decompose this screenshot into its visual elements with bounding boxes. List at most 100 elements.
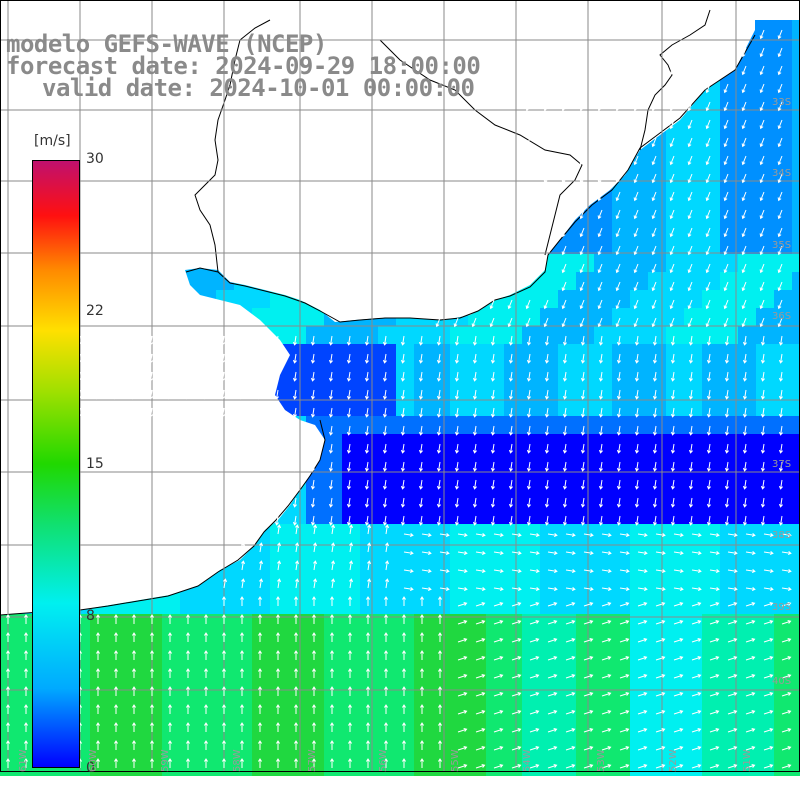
wind-arrow bbox=[331, 542, 336, 553]
wind-cell bbox=[360, 596, 378, 614]
wind-arrow bbox=[655, 763, 666, 769]
wind-arrow bbox=[525, 137, 531, 148]
wind-cell bbox=[252, 632, 270, 650]
wind-cell bbox=[504, 524, 522, 542]
wind-arrow bbox=[670, 515, 675, 526]
wind-arrow bbox=[310, 371, 315, 382]
wind-cell bbox=[540, 362, 558, 380]
wind-arrow bbox=[706, 353, 711, 364]
wind-cell bbox=[792, 164, 800, 182]
wind-arrow bbox=[561, 245, 567, 256]
wind-arrow bbox=[580, 335, 585, 346]
wind-arrow bbox=[383, 686, 389, 696]
wind-cell bbox=[126, 740, 144, 758]
wind-arrow bbox=[705, 83, 711, 94]
wind-cell bbox=[378, 344, 396, 362]
wind-cell bbox=[702, 560, 720, 578]
wind-arrow bbox=[401, 704, 407, 714]
wind-arrow bbox=[457, 619, 468, 625]
wind-cell bbox=[234, 704, 252, 722]
wind-arrow bbox=[583, 637, 594, 643]
wind-cell bbox=[468, 380, 486, 398]
wind-arrow bbox=[687, 65, 693, 76]
wind-arrow bbox=[652, 497, 657, 508]
wind-arrow bbox=[583, 551, 594, 556]
wind-arrow bbox=[202, 407, 207, 418]
wind-cell bbox=[720, 110, 738, 128]
wind-cell bbox=[468, 452, 486, 470]
wind-cell bbox=[486, 524, 504, 542]
wind-arrow bbox=[113, 704, 119, 714]
wind-arrow bbox=[95, 758, 101, 768]
wind-cell bbox=[576, 290, 594, 308]
wind-arrow bbox=[601, 619, 612, 625]
wind-cell bbox=[504, 362, 522, 380]
wind-cell bbox=[756, 650, 774, 668]
wind-arrow bbox=[655, 569, 666, 574]
wind-arrow bbox=[651, 47, 657, 58]
wind-cell bbox=[18, 632, 36, 650]
wind-cell bbox=[720, 740, 738, 758]
wind-arrow bbox=[493, 727, 504, 733]
wind-cell bbox=[108, 722, 126, 740]
wind-arrow bbox=[471, 299, 477, 310]
wind-arrow bbox=[579, 101, 585, 112]
wind-arrow bbox=[489, 299, 495, 310]
wind-arrow bbox=[310, 515, 315, 526]
wind-arrow bbox=[651, 173, 657, 184]
wind-cell bbox=[648, 164, 666, 182]
wind-cell bbox=[738, 200, 756, 218]
wind-cell bbox=[504, 452, 522, 470]
wind-arrow bbox=[777, 155, 783, 166]
wind-cell bbox=[774, 308, 792, 326]
wind-cell bbox=[792, 200, 800, 218]
wind-cell bbox=[774, 182, 792, 200]
wind-arrow bbox=[742, 461, 747, 472]
wind-arrow bbox=[633, 227, 639, 238]
wind-arrow bbox=[277, 578, 282, 589]
wind-arrow bbox=[275, 704, 281, 714]
wind-cell bbox=[612, 182, 630, 200]
wind-arrow bbox=[601, 745, 612, 751]
wind-arrow bbox=[727, 587, 738, 592]
wind-cell bbox=[378, 380, 396, 398]
wind-cell bbox=[792, 722, 800, 740]
wind-arrow bbox=[472, 353, 477, 364]
wind-arrow bbox=[562, 479, 567, 490]
wind-cell bbox=[576, 524, 594, 542]
wind-arrow bbox=[148, 353, 153, 364]
wind-cell bbox=[666, 578, 684, 596]
wind-cell bbox=[342, 488, 360, 506]
wind-arrow bbox=[112, 353, 117, 364]
wind-arrow bbox=[382, 461, 387, 472]
wind-cell bbox=[414, 488, 432, 506]
wind-arrow bbox=[167, 632, 173, 642]
wind-arrow bbox=[633, 317, 639, 328]
wind-cell bbox=[288, 668, 306, 686]
wind-arrow bbox=[5, 686, 11, 696]
wind-cell bbox=[432, 560, 450, 578]
wind-arrow bbox=[745, 637, 756, 643]
wind-cell bbox=[378, 488, 396, 506]
wind-cell bbox=[522, 380, 540, 398]
wind-cell bbox=[540, 704, 558, 722]
wind-arrow bbox=[493, 587, 504, 592]
wind-arrow bbox=[579, 47, 585, 58]
wind-cell bbox=[504, 632, 522, 650]
wind-cell bbox=[702, 254, 720, 272]
wind-cell bbox=[558, 740, 576, 758]
wind-arrow bbox=[742, 335, 747, 346]
wind-arrow bbox=[525, 101, 531, 112]
wind-cell bbox=[774, 92, 792, 110]
wind-arrow bbox=[652, 515, 657, 526]
wind-arrow bbox=[490, 389, 495, 400]
wind-arrow bbox=[295, 578, 300, 589]
wind-cell bbox=[594, 290, 612, 308]
wind-cell bbox=[666, 470, 684, 488]
wind-arrow bbox=[364, 389, 369, 400]
wind-cell bbox=[450, 452, 468, 470]
wind-cell bbox=[558, 650, 576, 668]
wind-arrow bbox=[436, 515, 441, 526]
wind-arrow bbox=[759, 65, 765, 76]
